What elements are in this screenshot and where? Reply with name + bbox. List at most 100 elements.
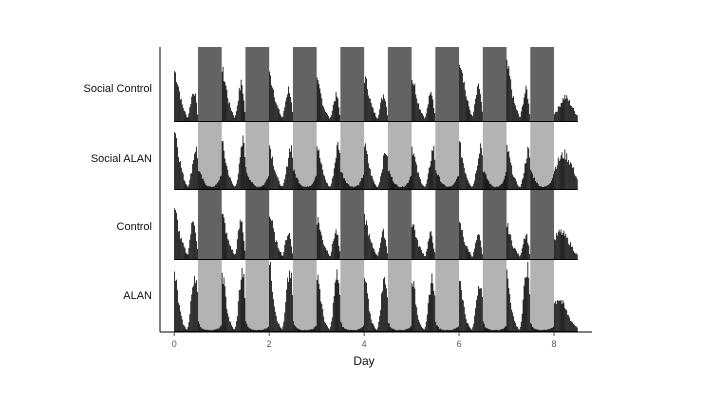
night-band: [435, 47, 460, 122]
activity-bar: [291, 111, 293, 122]
activity-bar: [318, 283, 320, 332]
activity-bar: [478, 234, 479, 260]
activity-bar: [220, 325, 222, 332]
activity-bar: [413, 85, 415, 122]
activity-bar: [448, 329, 450, 332]
activity-bar: [288, 234, 289, 260]
activity-bar: [316, 224, 318, 260]
activity-bar: [559, 232, 561, 260]
activity-bar: [322, 240, 324, 260]
activity-bar: [230, 107, 232, 122]
activity-bar: [336, 269, 338, 332]
activity-bar: [467, 248, 469, 260]
activity-bar: [411, 146, 413, 190]
activity-bar: [270, 218, 271, 260]
activity-bar: [230, 178, 232, 190]
activity-bar: [530, 322, 532, 332]
activity-bar: [524, 93, 526, 122]
night-band: [435, 260, 460, 332]
activity-bar: [366, 225, 368, 260]
activity-bar: [319, 88, 321, 122]
activity-bar: [412, 83, 414, 122]
activity-bar: [428, 238, 430, 260]
activity-bar: [466, 99, 468, 122]
activity-bar: [557, 106, 559, 122]
activity-bar: [414, 156, 416, 190]
activity-bar: [229, 244, 231, 260]
activity-bar: [326, 113, 327, 122]
activity-bar: [232, 326, 233, 332]
activity-bar: [427, 241, 429, 260]
activity-bar: [412, 224, 414, 260]
activity-bar: [575, 114, 577, 122]
activity-bar: [282, 116, 284, 122]
activity-bar: [516, 326, 517, 332]
activity-bar: [532, 327, 533, 332]
activity-bar: [574, 326, 576, 332]
activity-bar: [292, 321, 294, 332]
activity-bar: [408, 328, 410, 332]
activity-bar: [281, 186, 283, 190]
activity-bar: [543, 186, 545, 190]
activity-bar: [294, 173, 296, 190]
activity-bar: [385, 154, 387, 190]
activity-bar: [548, 184, 550, 190]
activity-bar: [441, 182, 442, 190]
activity-bar: [519, 255, 521, 260]
activity-bar: [518, 116, 520, 122]
activity-bar: [321, 164, 323, 190]
activity-bar: [480, 247, 482, 260]
activity-bar: [527, 262, 529, 332]
activity-bar: [566, 153, 568, 190]
activity-bar: [393, 182, 395, 190]
activity-bar: [286, 240, 288, 260]
activity-bar: [239, 157, 241, 190]
night-band: [197, 47, 222, 122]
activity-bar: [442, 329, 444, 332]
activity-bar: [377, 255, 379, 260]
activity-bar: [352, 186, 354, 190]
activity-bar: [366, 220, 367, 260]
activity-bar: [192, 93, 194, 122]
activity-bar: [379, 182, 381, 190]
activity-bar: [387, 322, 389, 332]
activity-bar: [506, 144, 508, 190]
activity-bar: [327, 114, 328, 122]
activity-bar: [188, 184, 190, 190]
activity-bar: [569, 164, 571, 190]
activity-bar: [519, 186, 521, 190]
activity-bar: [329, 186, 331, 190]
activity-bar: [455, 328, 457, 332]
activity-bar: [197, 321, 199, 332]
activity-bar: [192, 287, 194, 332]
activity-bar: [242, 277, 244, 332]
activity-bar: [470, 113, 472, 122]
activity-bar: [235, 249, 237, 260]
activity-bar: [565, 233, 567, 260]
activity-bar: [422, 113, 423, 122]
activity-bar: [525, 277, 527, 332]
activity-bar: [385, 288, 387, 332]
activity-bar: [506, 59, 508, 122]
activity-bar: [555, 168, 557, 190]
activity-bar: [468, 106, 470, 122]
activity-bar: [231, 110, 233, 122]
activity-bar: [351, 186, 353, 190]
activity-bar: [513, 248, 514, 260]
row-label-social-control: Social Control: [84, 83, 152, 95]
activity-bar: [458, 176, 459, 190]
activity-bar: [343, 178, 345, 190]
x-axis-title: Day: [353, 354, 374, 368]
activity-bar: [275, 174, 277, 190]
activity-bar: [205, 329, 207, 332]
activity-bar: [370, 102, 372, 122]
activity-bar: [385, 284, 386, 332]
activity-bar: [332, 241, 334, 260]
activity-bar: [385, 153, 386, 190]
activity-bar: [304, 186, 306, 190]
activity-bars-2: [174, 208, 578, 260]
activity-bar: [234, 186, 235, 190]
activity-bar: [364, 278, 365, 332]
activity-bar: [533, 327, 534, 332]
activity-bar: [348, 185, 350, 190]
